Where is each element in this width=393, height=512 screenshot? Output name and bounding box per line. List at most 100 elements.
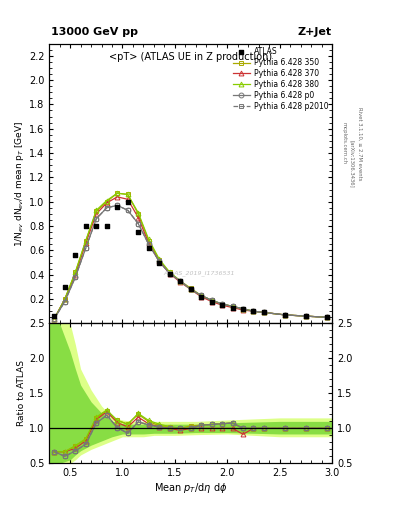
Text: [arXiv:1306.3436]: [arXiv:1306.3436] [349,140,354,188]
Pythia 6.428 370 [251,308,256,314]
Pythia 6.428 p2010 [199,292,204,298]
Pythia 6.428 380 [178,278,182,284]
Pythia 6.428 380 [209,297,214,304]
Pythia 6.428 380 [83,238,88,244]
Pythia 6.428 380 [52,315,57,322]
Pythia 6.428 350 [125,191,130,198]
Pythia 6.428 350 [188,285,193,291]
Pythia 6.428 370 [146,240,151,246]
Pythia 6.428 370 [83,240,88,246]
Pythia 6.428 350 [94,208,99,215]
Pythia 6.428 350 [220,301,224,307]
Pythia 6.428 p2010 [125,207,130,214]
Pythia 6.428 p0 [105,205,109,211]
Pythia 6.428 370 [136,215,141,221]
Pythia 6.428 380 [136,209,141,216]
Pythia 6.428 370 [220,302,224,308]
Pythia 6.428 350 [178,278,182,284]
Pythia 6.428 370 [73,272,78,278]
Pythia 6.428 p2010 [52,315,57,322]
ATLAS [167,269,173,278]
Pythia 6.428 370 [105,200,109,206]
Pythia 6.428 370 [178,279,182,285]
Pythia 6.428 p2010 [83,245,88,251]
Pythia 6.428 p2010 [325,314,329,321]
Pythia 6.428 380 [199,292,204,298]
Pythia 6.428 p2010 [62,298,67,305]
Pythia 6.428 p2010 [220,301,224,307]
Pythia 6.428 p0 [283,312,287,318]
Line: Pythia 6.428 350: Pythia 6.428 350 [52,191,329,321]
Pythia 6.428 p0 [188,286,193,292]
Pythia 6.428 p2010 [209,297,214,304]
Pythia 6.428 p0 [62,298,67,305]
ATLAS [261,308,267,316]
Pythia 6.428 p0 [73,274,78,280]
ATLAS [72,251,79,260]
Pythia 6.428 p0 [52,315,57,322]
Pythia 6.428 380 [105,198,109,204]
Pythia 6.428 370 [62,296,67,302]
Text: mcplots.cern.ch: mcplots.cern.ch [341,122,346,164]
ATLAS [51,312,57,320]
Pythia 6.428 p2010 [262,309,266,315]
ATLAS [83,222,89,230]
Pythia 6.428 350 [157,257,162,263]
Y-axis label: Ratio to ATLAS: Ratio to ATLAS [17,360,26,426]
Pythia 6.428 370 [241,307,245,313]
Pythia 6.428 350 [105,199,109,205]
Pythia 6.428 350 [62,296,67,302]
Pythia 6.428 370 [125,196,130,202]
ATLAS [250,307,257,315]
Pythia 6.428 370 [209,298,214,305]
Pythia 6.428 p2010 [146,241,151,247]
Pythia 6.428 350 [251,308,256,314]
Pythia 6.428 p2010 [178,278,182,284]
ATLAS [187,285,194,293]
Pythia 6.428 380 [262,309,266,315]
Pythia 6.428 p0 [303,313,308,319]
ATLAS [219,301,225,309]
Pythia 6.428 p0 [325,314,329,321]
Pythia 6.428 380 [241,306,245,312]
ATLAS [93,222,99,230]
Pythia 6.428 p0 [167,270,172,276]
Pythia 6.428 p0 [157,258,162,264]
Pythia 6.428 380 [94,207,99,214]
Pythia 6.428 380 [125,191,130,198]
ATLAS [177,276,183,285]
Pythia 6.428 380 [73,269,78,275]
Line: Pythia 6.428 380: Pythia 6.428 380 [52,191,329,321]
Pythia 6.428 370 [230,305,235,311]
ATLAS [230,304,236,312]
Pythia 6.428 p2010 [167,270,172,276]
Pythia 6.428 350 [209,297,214,304]
Pythia 6.428 p2010 [105,205,109,211]
Pythia 6.428 380 [157,256,162,262]
Pythia 6.428 380 [230,303,235,309]
ATLAS [282,311,288,319]
Pythia 6.428 350 [199,292,204,298]
Pythia 6.428 370 [115,194,119,200]
Pythia 6.428 380 [167,269,172,275]
Pythia 6.428 370 [52,315,57,322]
Pythia 6.428 p0 [83,245,88,251]
Pythia 6.428 p2010 [157,258,162,264]
Pythia 6.428 p2010 [283,312,287,318]
Y-axis label: 1/N$_{ev}$ dN$_{ev}$/d mean p$_T$ [GeV]: 1/N$_{ev}$ dN$_{ev}$/d mean p$_T$ [GeV] [13,120,26,247]
Pythia 6.428 370 [94,211,99,217]
ATLAS [135,228,141,236]
ATLAS [114,202,120,210]
ATLAS [156,259,162,267]
Pythia 6.428 380 [325,314,329,321]
Pythia 6.428 380 [115,190,119,196]
ATLAS [303,312,309,320]
Pythia 6.428 p0 [199,292,204,298]
Pythia 6.428 350 [52,315,57,322]
Pythia 6.428 370 [167,270,172,276]
Pythia 6.428 p0 [115,202,119,208]
Pythia 6.428 380 [251,308,256,314]
Pythia 6.428 350 [115,190,119,196]
Pythia 6.428 p0 [251,308,256,314]
Pythia 6.428 p0 [209,297,214,304]
